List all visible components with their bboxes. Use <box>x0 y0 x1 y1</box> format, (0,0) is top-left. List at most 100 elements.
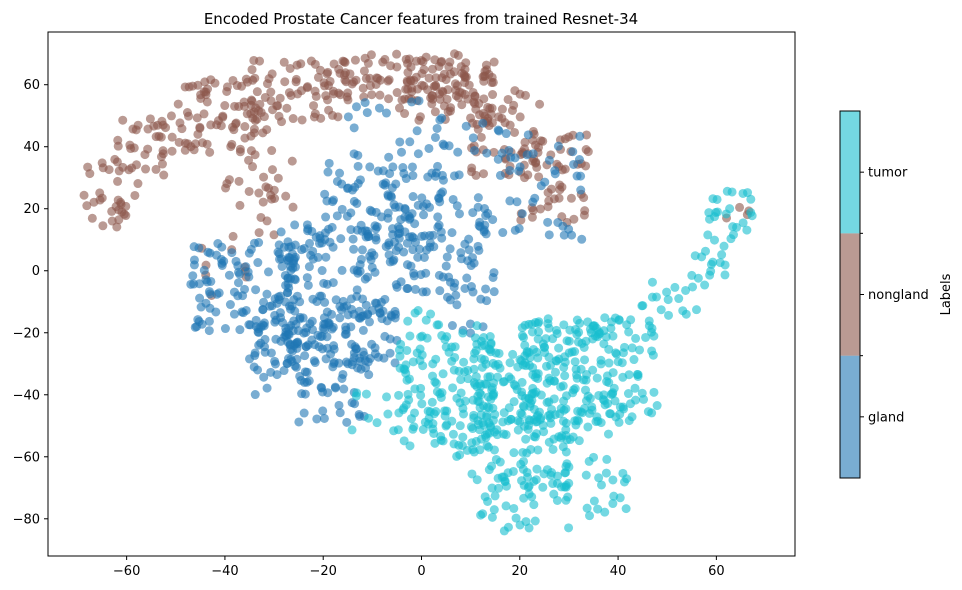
data-point <box>447 356 457 366</box>
data-point <box>309 112 319 122</box>
data-point <box>610 396 620 406</box>
data-point <box>370 267 380 277</box>
data-point <box>253 324 263 334</box>
data-point <box>303 280 313 290</box>
data-point <box>606 389 616 399</box>
data-point <box>581 470 591 480</box>
data-point <box>220 101 230 111</box>
data-point <box>316 382 326 392</box>
data-point <box>619 342 629 352</box>
data-point <box>441 75 451 85</box>
data-point <box>509 503 519 513</box>
data-point <box>462 273 472 283</box>
data-point <box>402 345 412 355</box>
data-point <box>531 429 541 439</box>
data-point <box>460 367 470 377</box>
data-point <box>710 235 720 245</box>
data-point <box>337 265 347 275</box>
data-point <box>708 194 718 204</box>
data-point <box>549 376 559 386</box>
data-point <box>393 229 403 239</box>
data-point <box>509 448 519 458</box>
data-point <box>194 243 204 253</box>
data-point <box>254 188 264 198</box>
data-point <box>267 146 277 156</box>
data-point <box>457 100 467 110</box>
data-point <box>432 123 442 133</box>
data-point <box>437 86 447 96</box>
data-point <box>548 479 558 489</box>
colorbar-tick-label: tumor <box>868 166 908 181</box>
data-point <box>380 54 390 64</box>
data-point <box>630 383 640 393</box>
data-point <box>444 141 454 151</box>
data-point <box>455 450 465 460</box>
data-point <box>592 373 602 383</box>
data-point <box>468 133 478 143</box>
data-point <box>372 418 382 428</box>
data-point <box>471 170 481 180</box>
data-point <box>199 109 209 119</box>
data-point <box>339 384 349 394</box>
data-point <box>623 389 633 399</box>
y-tick-label: −80 <box>13 512 40 527</box>
data-point <box>121 201 131 211</box>
data-point <box>479 225 489 235</box>
data-point <box>129 143 139 153</box>
data-point <box>644 316 654 326</box>
data-point <box>203 84 213 94</box>
data-point <box>482 148 492 158</box>
data-point <box>425 238 435 248</box>
data-point <box>533 445 543 455</box>
data-point <box>321 354 331 364</box>
data-point <box>622 474 632 484</box>
series-gland <box>186 96 587 427</box>
data-point <box>330 382 340 392</box>
data-point <box>338 369 348 379</box>
data-point <box>320 81 330 91</box>
data-point <box>342 211 352 221</box>
data-point <box>427 91 437 101</box>
data-point <box>535 204 545 214</box>
data-point <box>430 132 440 142</box>
data-point <box>252 114 262 124</box>
data-point <box>506 152 516 162</box>
data-point <box>472 475 482 485</box>
data-point <box>705 214 715 224</box>
data-point <box>430 171 440 181</box>
data-point <box>470 333 480 343</box>
data-point <box>280 77 290 87</box>
data-point <box>392 282 402 292</box>
data-point <box>464 80 474 90</box>
data-point <box>282 288 292 298</box>
data-point <box>639 394 649 404</box>
data-point <box>479 333 489 343</box>
data-point <box>540 348 550 358</box>
data-point <box>473 193 483 203</box>
data-point <box>482 402 492 412</box>
data-point <box>414 96 424 106</box>
data-point <box>303 340 313 350</box>
data-point <box>688 282 698 292</box>
data-point <box>455 87 465 97</box>
data-point <box>364 370 374 380</box>
data-point <box>631 333 641 343</box>
data-point <box>433 222 443 232</box>
x-tick-label: 0 <box>417 564 425 579</box>
data-point <box>133 179 143 189</box>
data-point <box>405 441 415 451</box>
data-point <box>317 238 327 248</box>
data-point <box>240 122 250 132</box>
data-point <box>631 395 641 405</box>
data-point <box>234 102 244 112</box>
data-point <box>531 140 541 150</box>
colorbar-tick-label: nongland <box>868 288 929 303</box>
data-point <box>389 426 399 436</box>
data-point <box>255 56 265 66</box>
data-point <box>482 65 492 75</box>
data-point <box>401 400 411 410</box>
data-point <box>509 380 519 390</box>
data-point <box>608 331 618 341</box>
data-point <box>304 262 314 272</box>
data-point <box>637 301 647 311</box>
